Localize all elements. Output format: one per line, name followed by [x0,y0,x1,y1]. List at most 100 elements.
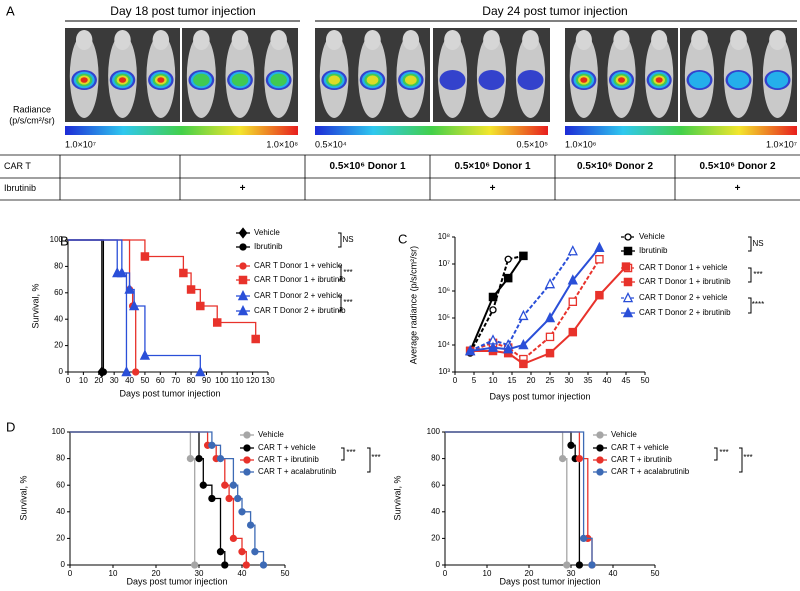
bracket [338,265,342,281]
legend-label: CAR T + vehicle [258,443,316,452]
marker [238,508,246,516]
marker [195,454,203,463]
series-line [68,239,201,372]
marker [196,301,205,311]
x-tick-label: 15 [508,376,517,385]
x-tick-label: 5 [472,376,477,385]
series-line [469,250,574,352]
legend-marker [623,277,633,287]
series-line [445,431,581,565]
marker [191,561,199,569]
legend-label: Ibrutinib [254,242,283,251]
header: Day 24 post tumor injection [482,4,627,18]
marker [116,266,127,278]
marker [568,297,578,306]
mouse-head [75,30,93,50]
series-line [68,239,128,372]
y-tick-label: 10⁷ [438,259,450,268]
x-tick-label: 30 [567,569,576,578]
marker [216,454,225,463]
series-line [445,431,593,565]
legend-label: CAR T Donor 2 + vehicle [254,291,343,300]
y-axis-label: Survival, % [18,475,28,520]
legend-label: CAR T + vehicle [611,443,669,452]
bracket [367,447,371,473]
x-tick-label: 25 [546,376,555,385]
x-tick-label: 80 [187,376,196,385]
y-tick-label: 60 [56,480,65,489]
panel-label: B [60,233,69,248]
marker [229,481,238,489]
y-tick-label: 10³ [438,367,450,376]
marker [594,241,605,252]
y-tick-label: 40 [56,507,65,516]
bracket [748,267,752,283]
y-tick-label: 10⁶ [438,286,450,295]
legend-marker [243,444,251,452]
signal [688,71,711,89]
scale-max: 0.5×10⁵ [516,139,548,149]
legend-marker [243,468,251,476]
legend-label: Vehicle [254,228,280,237]
annotation: **** [752,300,764,309]
marker [563,561,571,569]
legend-label: Vehicle [258,430,284,439]
legend-marker [239,243,247,251]
series-line [70,431,226,565]
signal [766,71,789,89]
row-label: CAR T [4,161,31,171]
signal [617,77,626,83]
legend-marker [596,431,604,439]
x-tick-label: 20 [94,376,103,385]
annotation: NS [342,235,353,244]
x-axis-label: Days post tumor injection [489,391,590,401]
x-tick-label: 10 [79,376,88,385]
y-tick-label: 40 [431,507,440,516]
signal [157,77,165,83]
bracket [748,297,752,314]
marker [121,365,132,377]
panel-label: C [398,231,407,246]
marker [595,254,604,264]
radiance-unit: (p/s/cm²/sr) [9,115,55,125]
signal [517,70,544,90]
annotation: *** [753,270,762,279]
series-line [68,239,257,339]
legend-label: CAR T + ibrutinib [611,455,672,464]
marker [579,534,588,543]
x-tick-label: 50 [281,569,290,578]
marker [208,441,216,449]
signal [439,70,466,90]
y-axis-label: Survival, % [30,283,40,328]
marker [519,359,528,369]
x-tick-label: 10 [489,376,498,385]
x-tick-label: 110 [231,376,244,385]
x-tick-label: 30 [195,569,204,578]
x-tick-label: 20 [525,569,534,578]
legend-label: CAR T Donor 2 + vehicle [639,293,728,302]
y-axis-label: Survival, % [392,475,402,520]
marker [186,454,195,463]
scale-max: 1.0×10⁸ [266,139,298,149]
mouse-head [152,30,170,50]
table-cell: 0.5×10⁶ Donor 1 [454,161,530,172]
legend-marker [237,289,249,301]
legend-marker [239,262,247,270]
marker [132,368,140,376]
x-tick-label: 50 [641,376,650,385]
legend-label: CAR T Donor 1 + vehicle [639,263,728,272]
scale-max: 1.0×10⁷ [766,139,797,149]
marker [595,290,604,300]
mouse-head [193,30,210,50]
marker [124,283,135,294]
marker [488,292,498,302]
y-tick-label: 40 [54,314,63,323]
colorbar [315,126,548,135]
y-tick-label: 0 [59,367,64,376]
bracket [748,236,752,252]
legend-label: CAR T Donor 1 + ibrutinib [254,275,346,284]
signal [404,75,417,85]
y-tick-label: 20 [54,341,63,350]
marker [518,338,529,350]
